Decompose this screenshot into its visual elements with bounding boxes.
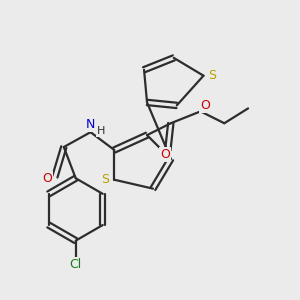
Text: O: O xyxy=(160,148,170,161)
Text: S: S xyxy=(101,173,110,186)
Text: H: H xyxy=(97,126,105,136)
Text: O: O xyxy=(43,172,52,185)
Text: Cl: Cl xyxy=(70,258,82,271)
Text: O: O xyxy=(200,99,210,112)
Text: N: N xyxy=(86,118,95,131)
Text: S: S xyxy=(208,69,216,82)
